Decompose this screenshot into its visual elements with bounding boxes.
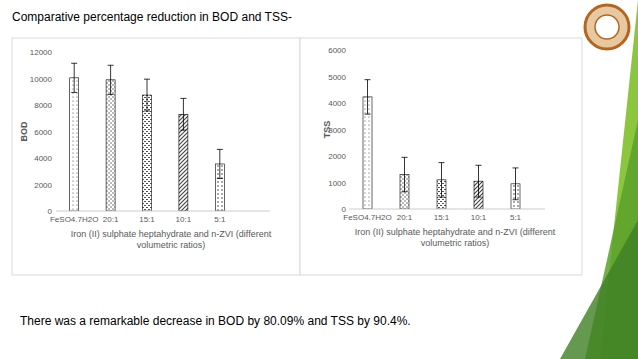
x-tick-label: FeSO4.7H2O — [50, 215, 98, 224]
y-axis-title: TSS — [322, 121, 332, 139]
slide-title: Comparative percentage reduction in BOD … — [12, 10, 292, 24]
error-bar — [513, 168, 519, 200]
logo-inner — [595, 15, 619, 39]
x-tick-label: 20:1 — [103, 215, 119, 224]
bar — [106, 80, 115, 211]
y-tick-label: 2000 — [328, 152, 346, 161]
bar — [143, 95, 152, 211]
y-tick-label: 2000 — [34, 181, 52, 190]
error-bar — [180, 98, 186, 130]
chart: 020004000600080001000012000FeSO4.7H2O20:… — [12, 38, 300, 275]
x-tick-label: 10:1 — [471, 213, 487, 222]
y-tick-label: 4000 — [328, 99, 346, 108]
x-tick-label: 5:1 — [510, 213, 522, 222]
x-tick-label: 5:1 — [214, 215, 226, 224]
x-axis — [349, 209, 545, 210]
x-axis-title: Iron (II) sulphate heptahydrate and n-ZV… — [71, 229, 272, 250]
y-tick-label: 5000 — [328, 73, 346, 82]
error-bar — [365, 80, 371, 114]
slide: Comparative percentage reduction in BOD … — [0, 0, 638, 359]
y-tick-label: 8000 — [34, 101, 52, 110]
y-tick-label: 6000 — [328, 46, 346, 55]
footer-text: There was a remarkable decrease in BOD b… — [20, 314, 411, 328]
error-bar — [439, 163, 445, 197]
chart: 0100020003000400050006000FeSO4.7H2O20:11… — [300, 38, 582, 275]
chart-frame — [12, 38, 300, 275]
y-tick-label: 1000 — [328, 179, 346, 188]
error-bar — [476, 165, 482, 197]
x-axis — [56, 211, 270, 212]
x-tick-label: FeSO4.7H2O — [343, 213, 391, 222]
bar — [70, 78, 79, 211]
error-bar — [217, 149, 223, 178]
chart-frame — [300, 38, 582, 275]
x-tick-label: 15:1 — [434, 213, 450, 222]
logo — [585, 5, 629, 49]
x-tick-label: 10:1 — [176, 215, 192, 224]
error-bar — [108, 65, 114, 94]
y-tick-label: 4000 — [34, 154, 52, 163]
error-bar — [402, 157, 408, 191]
error-bar — [144, 79, 150, 111]
y-tick-label: 12000 — [30, 48, 53, 57]
y-axis-title: BOD — [19, 121, 29, 142]
x-axis-title: Iron (II) sulphate heptahydrate and n-ZV… — [355, 227, 556, 248]
plot-area — [70, 63, 225, 211]
x-tick-label: 15:1 — [139, 215, 155, 224]
x-tick-label: 20:1 — [397, 213, 413, 222]
y-tick-label: 10000 — [30, 75, 53, 84]
y-tick-label: 6000 — [34, 128, 52, 137]
error-bar — [71, 63, 77, 92]
plot-area — [363, 80, 520, 209]
